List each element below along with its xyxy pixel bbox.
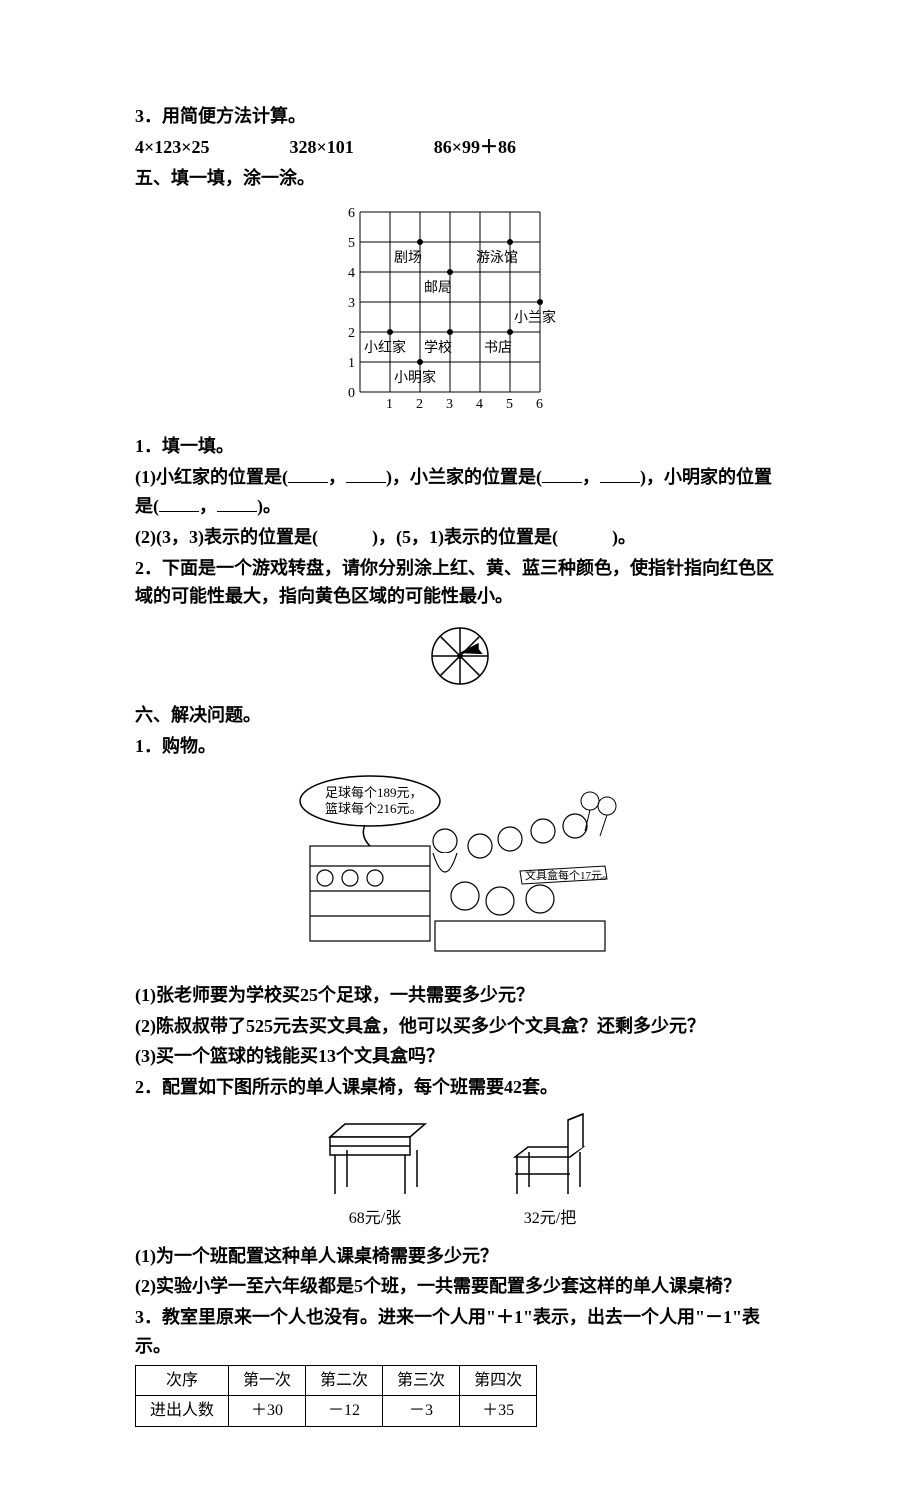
s6-q2-sub1: (1)为一个班配置这种单人课桌椅需要多少元？ [135, 1242, 785, 1271]
desk-chair-illustration: 68元/张 32元/把 [135, 1112, 785, 1232]
svg-text:2: 2 [416, 397, 423, 412]
col-header: 第二次 [306, 1365, 383, 1396]
col-header: 第一次 [229, 1365, 306, 1396]
cell: －3 [383, 1396, 460, 1427]
cell: ＋35 [460, 1396, 537, 1427]
section5-title: 五、填一填，涂一涂。 [135, 164, 785, 193]
coordinate-grid-svg: 0 1 2 3 4 5 6 1 2 3 4 5 6 剧场 游泳馆 邮局 小兰家 … [330, 202, 590, 422]
bubble-line2: 篮球每个216元。 [325, 801, 423, 816]
row-label: 进出人数 [136, 1396, 229, 1427]
table-row: 次序 第一次 第二次 第三次 第四次 [136, 1365, 537, 1396]
chair-svg [495, 1112, 605, 1202]
desk-item: 68元/张 [315, 1112, 435, 1232]
desk-svg [315, 1112, 435, 1202]
svg-text:游泳馆: 游泳馆 [476, 250, 518, 266]
svg-text:书店: 书店 [484, 340, 512, 356]
expr-1: 4×123×25 [135, 133, 210, 162]
s5-q1-line1: (1)小红家的位置是(，)，小兰家的位置是(，)，小明家的位置是(，)。 [135, 463, 785, 521]
svg-text:5: 5 [506, 397, 513, 412]
chair-price: 32元/把 [495, 1206, 605, 1232]
svg-text:1: 1 [386, 397, 393, 412]
svg-text:4: 4 [476, 397, 483, 412]
s5-q2-text: 2．下面是一个游戏转盘，请你分别涂上红、黄、蓝三种颜色，使指针指向红色区域的可能… [135, 554, 785, 612]
s6-q2-sub2: (2)实验小学一至六年级都是5个班，一共需要配置多少套这样的单人课桌椅？ [135, 1272, 785, 1301]
s6-q1-sub2: (2)陈叔叔带了525元去买文具盒，他可以买多少个文具盒？还剩多少元？ [135, 1012, 785, 1041]
people-table: 次序 第一次 第二次 第三次 第四次 进出人数 ＋30 －12 －3 ＋35 [135, 1365, 537, 1427]
spinner-svg [425, 621, 495, 691]
svg-text:小红家: 小红家 [364, 339, 406, 356]
svg-text:小明家: 小明家 [394, 369, 436, 386]
q3-title: 3．用简便方法计算。 [135, 102, 785, 131]
svg-text:5: 5 [348, 236, 355, 251]
s6-q1-title: 1．购物。 [135, 732, 785, 761]
s6-q3-title: 3．教室里原来一个人也没有。进来一个人用"＋1"表示，出去一个人用"－1"表示。 [135, 1303, 785, 1361]
svg-text:1: 1 [348, 356, 355, 371]
shopping-illustration: 足球每个189元， 篮球每个216元。 [135, 771, 785, 971]
svg-text:3: 3 [446, 397, 453, 412]
desk-price: 68元/张 [315, 1206, 435, 1232]
s5-q1-title: 1．填一填。 [135, 432, 785, 461]
svg-text:0: 0 [348, 386, 355, 401]
s6-q2-title: 2．配置如下图所示的单人课桌椅，每个班需要42套。 [135, 1073, 785, 1102]
s6-q1-sub3: (3)买一个篮球的钱能买13个文具盒吗？ [135, 1042, 785, 1071]
expr-2: 328×101 [290, 133, 354, 162]
s5-q1-line2: (2)(3，3)表示的位置是( )，(5，1)表示的位置是( )。 [135, 523, 785, 552]
col-header: 第四次 [460, 1365, 537, 1396]
expr-3: 86×99＋86 [434, 133, 516, 162]
svg-text:学校: 学校 [424, 339, 452, 356]
cell: －12 [306, 1396, 383, 1427]
col-header: 次序 [136, 1365, 229, 1396]
cell: ＋30 [229, 1396, 306, 1427]
svg-text:6: 6 [348, 206, 355, 221]
svg-text:4: 4 [348, 266, 355, 281]
svg-text:6: 6 [536, 397, 543, 412]
col-header: 第三次 [383, 1365, 460, 1396]
svg-text:小兰家: 小兰家 [514, 309, 556, 326]
s6-q1-sub1: (1)张老师要为学校买25个足球，一共需要多少元？ [135, 981, 785, 1010]
svg-text:2: 2 [348, 326, 355, 341]
svg-text:3: 3 [348, 296, 355, 311]
q3-expressions: 4×123×25 328×101 86×99＋86 [135, 133, 785, 162]
chair-item: 32元/把 [495, 1112, 605, 1232]
pencil-case-label: 文具盒每个17元。 [525, 868, 613, 882]
shopping-svg: 足球每个189元， 篮球每个216元。 [295, 771, 625, 971]
section6-title: 六、解决问题。 [135, 701, 785, 730]
grid-chart: 0 1 2 3 4 5 6 1 2 3 4 5 6 剧场 游泳馆 邮局 小兰家 … [135, 202, 785, 422]
bubble-line1: 足球每个189元， [325, 785, 423, 800]
table-row: 进出人数 ＋30 －12 －3 ＋35 [136, 1396, 537, 1427]
svg-text:剧场: 剧场 [394, 250, 422, 266]
spinner-diagram [135, 621, 785, 691]
svg-text:邮局: 邮局 [424, 280, 452, 296]
